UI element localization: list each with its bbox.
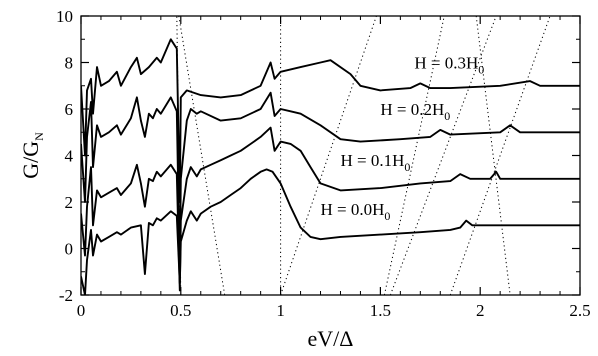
x-tick-label: 2.5 [569, 301, 590, 320]
series-label-sub: 0 [404, 160, 410, 174]
series-lines [81, 38, 580, 295]
y-axis-title: G/GN [18, 132, 46, 179]
y-tick-label: 2 [65, 193, 74, 212]
axis-ticks [80, 15, 581, 296]
series-label-main: H = 0.0H [321, 200, 385, 219]
series-line-1 [81, 168, 580, 295]
y-tick-label: 8 [65, 54, 74, 73]
series-label-main: H = 0.2H [380, 100, 444, 119]
x-tick-label: 1.5 [370, 301, 391, 320]
series-label-3: H = 0.2H0 [380, 100, 450, 123]
series-label-4: H = 0.3H0 [414, 53, 484, 76]
y-axis-title-main: G/G [18, 141, 43, 179]
series-label-sub: 0 [444, 109, 450, 123]
dotted-line-4 [280, 16, 377, 295]
series-label-2: H = 0.1H0 [340, 151, 410, 174]
series-label-1: H = 0.0H0 [321, 200, 391, 223]
dotted-line-7 [475, 16, 511, 295]
y-tick-label: 10 [56, 7, 73, 26]
x-tick-label: 0 [77, 301, 86, 320]
y-tick-label: 4 [65, 147, 74, 166]
x-axis-title: eV/Δ [308, 326, 354, 351]
series-line-4 [81, 38, 580, 203]
dotted-line-8 [389, 16, 497, 295]
series-label-sub: 0 [478, 62, 484, 76]
y-axis-title-sub: N [32, 132, 46, 141]
series-label-main: H = 0.3H [414, 53, 478, 72]
x-tick-label: 0.5 [170, 301, 191, 320]
x-tick-labels: 0 0.5 1 1.5 2 2.5 [77, 301, 591, 320]
dotted-line-1 [178, 16, 226, 295]
series-line-3 [81, 91, 580, 278]
y-tick-label: 0 [65, 240, 74, 259]
y-tick-label: -2 [59, 286, 73, 305]
series-label-sub: 0 [384, 209, 390, 223]
series-line-2 [81, 126, 580, 292]
dotted-line-6 [449, 16, 551, 295]
y-tick-labels: -2 0 2 4 6 8 10 [56, 7, 74, 305]
x-tick-label: 2 [476, 301, 485, 320]
x-tick-label: 1 [276, 301, 285, 320]
series-label-main: H = 0.1H [340, 151, 404, 170]
y-tick-label: 6 [65, 100, 74, 119]
